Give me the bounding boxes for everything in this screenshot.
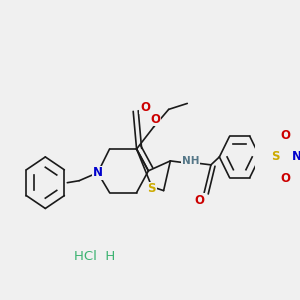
Text: O: O [280,129,290,142]
Text: N: N [93,166,103,179]
Text: O: O [140,101,150,114]
Text: O: O [280,172,290,185]
Text: O: O [150,113,160,126]
Text: O: O [194,194,204,207]
Text: NH: NH [182,156,200,166]
Text: S: S [148,182,156,195]
Text: N: N [292,150,300,164]
Text: S: S [271,150,279,164]
Text: HCl  H: HCl H [74,250,115,263]
